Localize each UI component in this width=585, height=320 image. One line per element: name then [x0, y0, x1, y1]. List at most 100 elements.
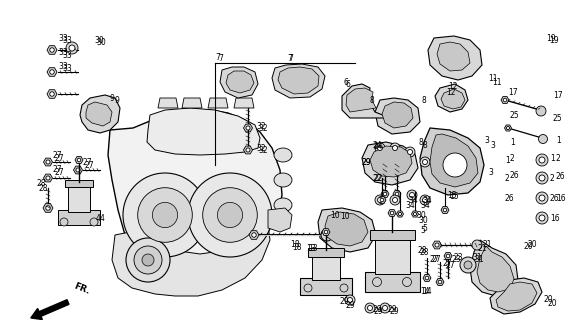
Circle shape [90, 218, 98, 226]
Text: 28: 28 [418, 245, 428, 254]
Polygon shape [220, 67, 258, 98]
Text: 29: 29 [340, 298, 350, 307]
Circle shape [503, 98, 507, 102]
Circle shape [347, 298, 353, 302]
Circle shape [422, 197, 428, 203]
Circle shape [126, 238, 170, 282]
Text: 6: 6 [344, 77, 349, 86]
Text: 27: 27 [446, 261, 456, 270]
Ellipse shape [274, 173, 292, 187]
Text: 12: 12 [446, 87, 456, 97]
Circle shape [321, 229, 333, 241]
Text: 24: 24 [373, 140, 383, 149]
Circle shape [443, 208, 447, 212]
Text: 5: 5 [422, 223, 427, 233]
Circle shape [398, 212, 401, 216]
Polygon shape [278, 67, 319, 94]
Text: 21: 21 [483, 239, 493, 249]
Polygon shape [370, 230, 415, 240]
Text: 26: 26 [505, 194, 515, 203]
Circle shape [422, 159, 428, 164]
Polygon shape [208, 98, 228, 108]
Polygon shape [249, 231, 259, 239]
Text: 28: 28 [36, 179, 46, 188]
Circle shape [60, 218, 68, 226]
Text: 18: 18 [290, 239, 300, 249]
Text: 2: 2 [505, 173, 510, 182]
Circle shape [507, 126, 510, 130]
Polygon shape [342, 84, 390, 118]
Circle shape [153, 203, 178, 228]
Circle shape [393, 197, 397, 203]
Circle shape [425, 276, 429, 280]
Text: 8: 8 [422, 95, 426, 105]
Text: 32: 32 [256, 143, 266, 153]
Text: 15: 15 [449, 191, 459, 201]
Circle shape [188, 173, 272, 257]
Polygon shape [43, 158, 53, 166]
Text: 1: 1 [510, 138, 515, 147]
Text: 33: 33 [58, 47, 68, 57]
Circle shape [76, 168, 80, 172]
Polygon shape [437, 42, 470, 71]
Text: 17: 17 [508, 87, 518, 97]
Polygon shape [411, 211, 418, 217]
Text: 22: 22 [373, 173, 383, 182]
Text: 21: 21 [478, 244, 487, 252]
Circle shape [137, 188, 192, 242]
Circle shape [202, 188, 257, 242]
Circle shape [50, 70, 54, 74]
Polygon shape [226, 71, 254, 93]
Polygon shape [381, 190, 389, 197]
Polygon shape [393, 190, 401, 197]
Text: 32: 32 [256, 122, 266, 131]
Circle shape [536, 212, 548, 224]
Polygon shape [435, 84, 468, 112]
Text: 27: 27 [430, 255, 439, 265]
Polygon shape [382, 102, 413, 128]
Polygon shape [68, 185, 90, 212]
Text: 25: 25 [510, 110, 519, 119]
Text: 27: 27 [84, 161, 94, 170]
Circle shape [50, 92, 54, 96]
Text: 6: 6 [346, 79, 351, 89]
Text: 9: 9 [109, 93, 114, 102]
Polygon shape [272, 64, 325, 98]
Circle shape [539, 195, 545, 201]
Text: 7: 7 [288, 53, 293, 62]
Polygon shape [74, 166, 82, 174]
Circle shape [66, 42, 78, 54]
Circle shape [383, 306, 387, 310]
Polygon shape [43, 174, 53, 182]
Text: 27: 27 [52, 150, 61, 159]
Text: 33: 33 [62, 51, 72, 60]
Polygon shape [428, 36, 482, 80]
Circle shape [405, 147, 415, 157]
Circle shape [536, 172, 548, 184]
Text: 18: 18 [292, 243, 301, 252]
Polygon shape [397, 211, 404, 217]
Circle shape [377, 146, 383, 150]
Text: 31: 31 [474, 255, 484, 265]
Polygon shape [47, 46, 57, 54]
Text: 13: 13 [308, 244, 318, 252]
Polygon shape [477, 246, 514, 292]
Circle shape [123, 173, 207, 257]
Circle shape [142, 254, 154, 266]
Text: 29: 29 [362, 157, 371, 166]
Circle shape [539, 215, 545, 221]
Polygon shape [362, 142, 418, 185]
Text: 5: 5 [420, 226, 425, 235]
Text: 3: 3 [488, 167, 493, 177]
Text: 10: 10 [340, 212, 350, 220]
Text: 29: 29 [362, 157, 371, 166]
Text: 27: 27 [432, 255, 442, 265]
Text: 4: 4 [96, 213, 101, 222]
Text: 14: 14 [422, 287, 432, 297]
Polygon shape [243, 146, 253, 154]
Text: 32: 32 [258, 146, 267, 155]
Circle shape [377, 197, 383, 203]
Circle shape [536, 106, 546, 116]
Text: 29: 29 [388, 306, 398, 315]
Text: 15: 15 [447, 190, 457, 199]
